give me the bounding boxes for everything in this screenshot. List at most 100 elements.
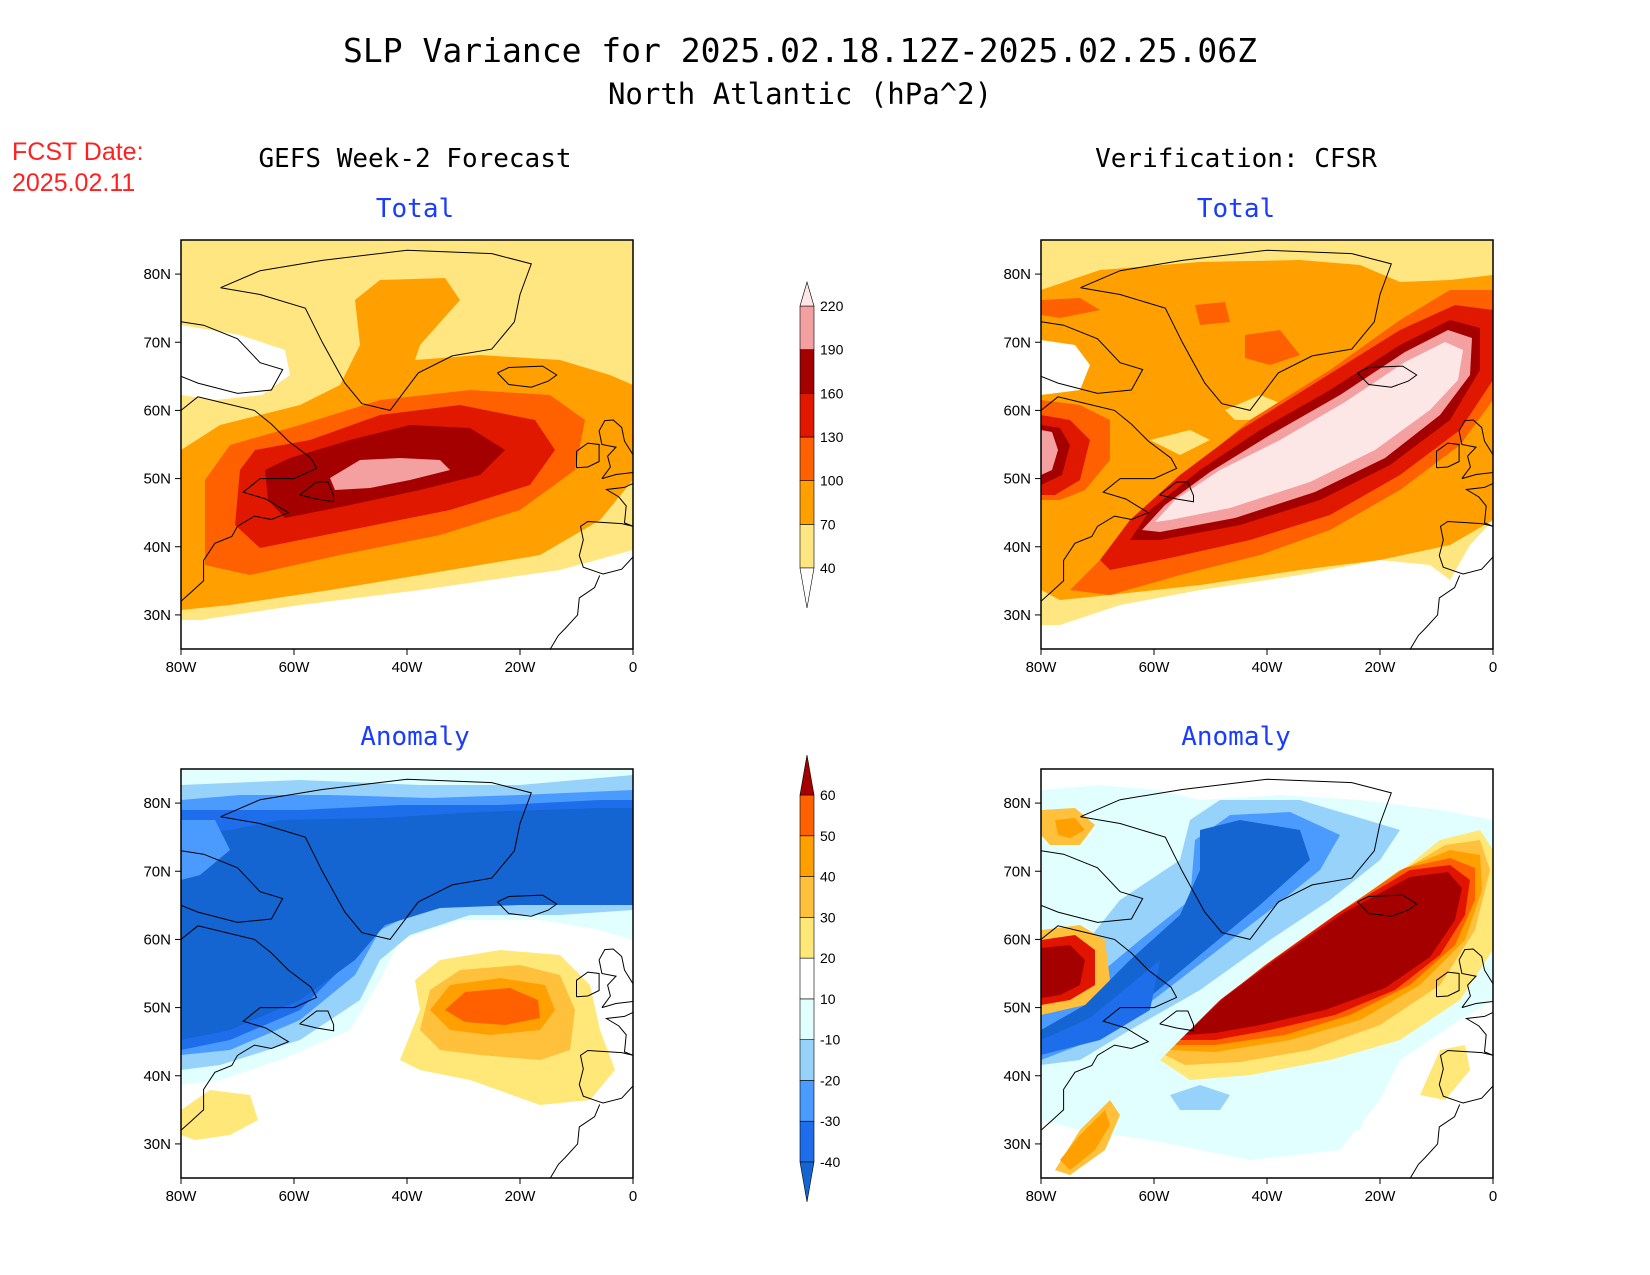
- lat-tick-label: 50N: [143, 1000, 171, 1017]
- colorbar-label: 30: [820, 909, 836, 925]
- lat-tick-label: 70N: [1003, 863, 1031, 880]
- lat-tick-label: 50N: [1003, 1000, 1031, 1017]
- lat-tick-label: 30N: [143, 607, 171, 624]
- coastline-3: [1159, 481, 1194, 503]
- lon-tick-label: 40W: [1252, 1188, 1284, 1205]
- coastline-6: [1458, 948, 1493, 1009]
- coastline-3: [299, 481, 335, 503]
- coastline-6: [598, 948, 633, 1009]
- coastline-2: [181, 396, 318, 602]
- lon-tick-label: 20W: [1365, 1188, 1397, 1205]
- lon-tick-label: 20W: [505, 1188, 537, 1205]
- colorbar-bottom-arrow: [799, 567, 815, 609]
- coastline-6: [598, 419, 633, 480]
- total-colorbar: 40 70 100 130 160 190 220: [799, 280, 844, 609]
- colorbar-box: [799, 393, 815, 438]
- verify-total-label: Total: [1197, 194, 1275, 224]
- coastline-5: [576, 971, 600, 998]
- colorbar-box: [799, 876, 815, 918]
- lon-tick-label: 20W: [1365, 659, 1397, 676]
- coastline-7: [578, 1049, 633, 1104]
- coastline-8: [1464, 1011, 1493, 1056]
- coastline-8: [604, 482, 633, 527]
- lat-tick-label: 60N: [1003, 402, 1031, 419]
- colorbar-label: 40: [820, 869, 836, 885]
- colorbar-label: -10: [820, 1032, 840, 1048]
- colorbar-box: [799, 1120, 815, 1163]
- verify-total-coastline: [1041, 249, 1493, 649]
- coastline-9: [549, 1104, 601, 1178]
- coastline-7: [1438, 1049, 1493, 1104]
- coastline-0: [220, 249, 532, 411]
- coastline-9: [549, 575, 601, 649]
- coastline-4: [1357, 894, 1418, 917]
- coastline-0: [220, 778, 532, 940]
- coastline-1: [181, 321, 284, 394]
- coastline-8: [1464, 482, 1493, 527]
- colorbar-label: 50: [820, 828, 836, 844]
- lon-tick-label: 60W: [1139, 1188, 1171, 1205]
- lat-tick-label: 80N: [143, 266, 171, 283]
- lon-tick-label: 60W: [279, 1188, 311, 1205]
- lat-tick-label: 70N: [1003, 334, 1031, 351]
- lon-tick-label: 0: [629, 659, 637, 676]
- lon-tick-label: 20W: [505, 659, 537, 676]
- lat-tick-label: 40N: [1003, 1068, 1031, 1085]
- lat-tick-label: 60N: [1003, 931, 1031, 948]
- lat-tick-label: 30N: [1003, 1136, 1031, 1153]
- coastline-5: [1436, 971, 1460, 998]
- colorbar-label: 40: [820, 560, 836, 576]
- coastline-9: [1409, 1104, 1461, 1178]
- colorbar-top-arrow: [799, 280, 815, 307]
- coastline-2: [1041, 396, 1178, 602]
- lat-tick-label: 30N: [143, 1136, 171, 1153]
- colorbar-label: 220: [820, 298, 844, 314]
- verify-anomaly-map: [1041, 769, 1493, 1178]
- coastline-3: [1159, 1010, 1194, 1032]
- lat-tick-label: 60N: [143, 931, 171, 948]
- lat-tick-label: 50N: [143, 471, 171, 488]
- colorbar-box: [799, 1039, 815, 1081]
- colorbar-box: [799, 957, 815, 1000]
- verify-total-map: [1041, 240, 1493, 649]
- coastline-1: [1041, 850, 1144, 923]
- fcst-date-value: 2025.02.11: [12, 169, 135, 197]
- lat-tick-label: 80N: [1003, 266, 1031, 283]
- lat-tick-label: 70N: [143, 863, 171, 880]
- lon-tick-label: 40W: [392, 659, 424, 676]
- coastline-4: [497, 365, 558, 388]
- main-title: SLP Variance for 2025.02.18.12Z-2025.02.…: [343, 31, 1257, 70]
- coastline-5: [1436, 442, 1460, 469]
- forecast-total-coastline: [181, 249, 633, 649]
- lat-tick-label: 30N: [1003, 607, 1031, 624]
- lon-tick-label: 80W: [166, 659, 198, 676]
- fcst-date-label: FCST Date:: [12, 138, 144, 166]
- coastline-2: [181, 925, 318, 1131]
- lon-tick-label: 0: [1489, 1188, 1497, 1205]
- colorbar-box: [799, 305, 815, 350]
- coastline-1: [1041, 321, 1144, 394]
- lat-tick-label: 40N: [143, 539, 171, 556]
- coastline-8: [604, 1011, 633, 1056]
- colorbar-label: 20: [820, 950, 836, 966]
- anomaly-colorbar: -40 -30 -20 -10 10 20 30 40 50 60: [799, 754, 840, 1203]
- colorbar-box: [799, 998, 815, 1040]
- lon-tick-label: 80W: [166, 1188, 198, 1205]
- lon-tick-label: 80W: [1026, 659, 1058, 676]
- lon-tick-label: 40W: [1252, 659, 1284, 676]
- forecast-heading: GEFS Week-2 Forecast: [258, 144, 571, 174]
- verification-heading: Verification: CFSR: [1095, 144, 1377, 174]
- colorbar-label: -30: [820, 1113, 840, 1129]
- colorbar-label: 160: [820, 385, 844, 401]
- subtitle: North Atlantic (hPa^2): [608, 77, 992, 111]
- lat-tick-label: 50N: [1003, 471, 1031, 488]
- forecast-anomaly-map: [181, 769, 633, 1178]
- lat-tick-label: 40N: [143, 1068, 171, 1085]
- colorbar-box: [799, 524, 815, 569]
- coastline-1: [181, 850, 284, 923]
- colorbar-box: [799, 349, 815, 394]
- forecast-total-map: [181, 240, 633, 649]
- coastline-3: [299, 1010, 335, 1032]
- colorbar-label: 10: [820, 991, 836, 1007]
